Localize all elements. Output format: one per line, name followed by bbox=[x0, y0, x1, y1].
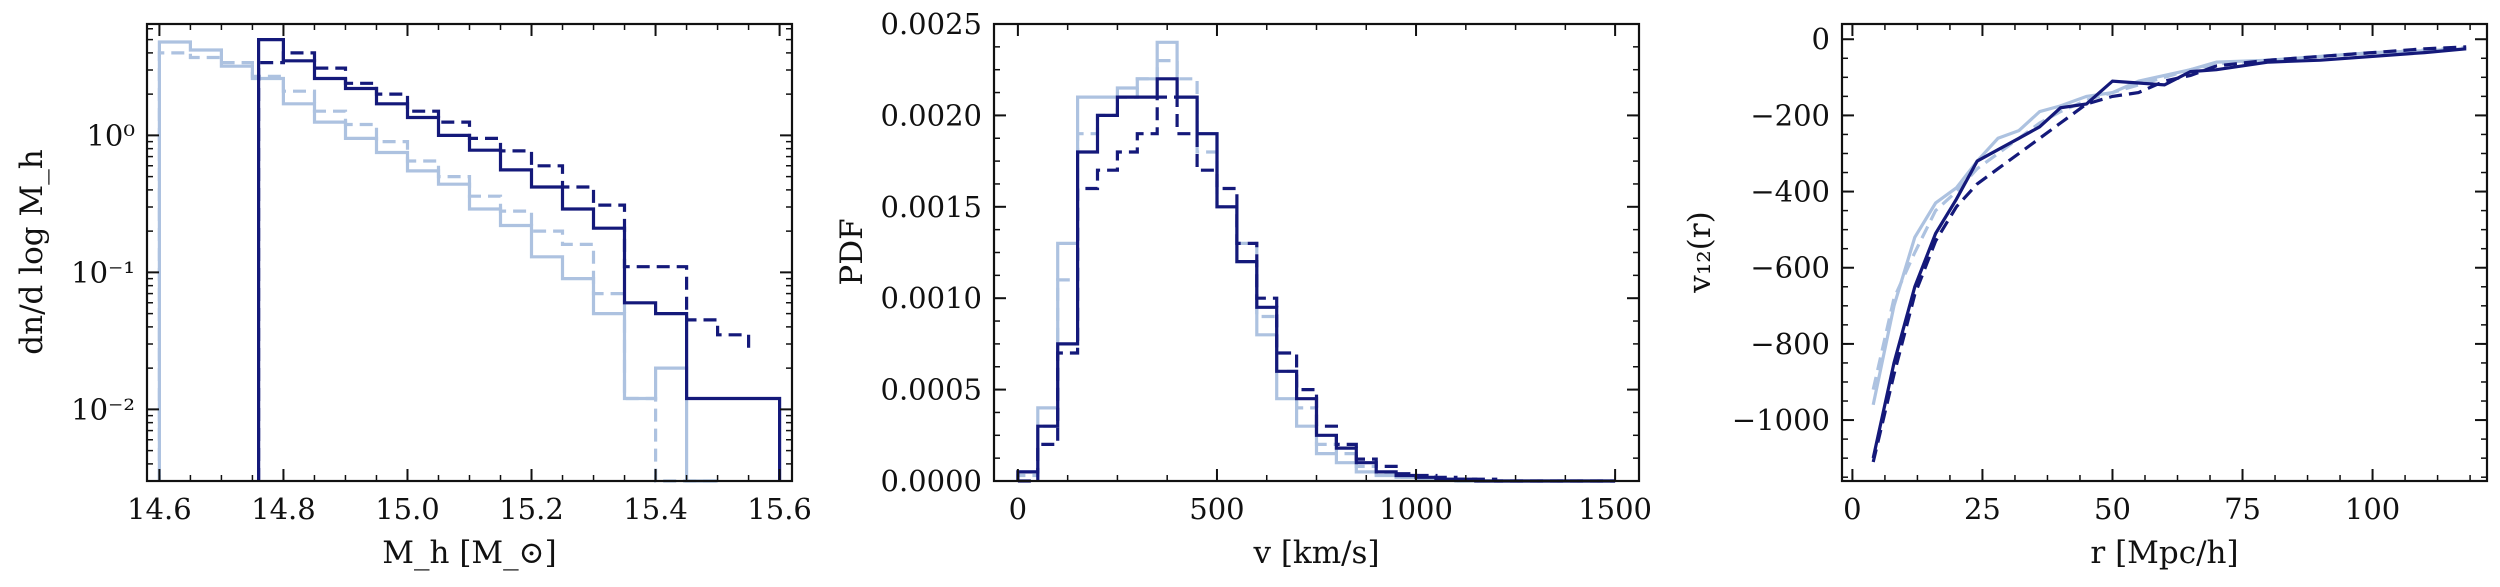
x-tick-label: 14.6 bbox=[127, 492, 192, 526]
x-tick-label: 100 bbox=[2345, 492, 2400, 526]
series-4-dashed-line bbox=[1871, 45, 2467, 463]
y-tick-label: −800 bbox=[1750, 327, 1830, 361]
velocity-pdf-y-tick-labels: 0.0000 0.0005 0.0010 0.0015 0.0020 0.0025 bbox=[881, 7, 982, 498]
y-tick-label: 0.0025 bbox=[881, 7, 982, 41]
panel-mass-function: 14.6 14.8 15.0 15.2 15.4 15.6 10⁻² 10⁻¹ 10⁰ M_h… bbox=[14, 22, 812, 571]
x-tick-label: 1000 bbox=[1379, 492, 1453, 526]
panel-pairwise-velocity: 0 25 50 75 100 −1000 −800 −600 −400 −200 0 r [Mpc… bbox=[1682, 22, 2489, 571]
y-tick-label: 0.0015 bbox=[881, 190, 982, 224]
pairwise-velocity-x-axis-label: r [Mpc/h] bbox=[2090, 535, 2238, 571]
x-tick-label: 1500 bbox=[1578, 492, 1652, 526]
y-tick-label: −400 bbox=[1750, 175, 1830, 209]
y-tick-label: 10⁻² bbox=[71, 392, 135, 426]
y-tick-label: 10⁰ bbox=[86, 118, 135, 152]
y-tick-label: 0.0020 bbox=[881, 98, 982, 132]
series-2-dashed-line bbox=[1871, 46, 2467, 390]
x-tick-label: 50 bbox=[2094, 492, 2131, 526]
y-tick-label: −200 bbox=[1750, 98, 1830, 132]
x-tick-label: 75 bbox=[2224, 492, 2261, 526]
mass-function-ticks bbox=[147, 24, 792, 482]
x-tick-label: 25 bbox=[1964, 492, 2001, 526]
x-tick-label: 500 bbox=[1189, 492, 1244, 526]
x-tick-label: 15.2 bbox=[499, 492, 564, 526]
panel-velocity-pdf: 0 500 1000 1500 0.00000.00050.00100.00150.0… bbox=[834, 7, 1652, 571]
x-tick-label: 0 bbox=[1009, 492, 1027, 526]
x-tick-label: 14.8 bbox=[251, 492, 316, 526]
velocity-pdf-y-axis-label: PDF bbox=[834, 218, 870, 285]
mass-function-histograms bbox=[157, 38, 782, 483]
y-tick-label: −600 bbox=[1750, 251, 1830, 285]
pairwise-velocity-x-tick-labels: 0 25 50 75 100 bbox=[1843, 492, 2400, 526]
mass-function-x-tick-labels: 14.6 14.8 15.0 15.2 15.4 15.6 bbox=[127, 492, 812, 526]
series-4-dashed-line bbox=[1017, 95, 1616, 483]
series-1-solid-line bbox=[157, 40, 718, 483]
pairwise-velocity-y-axis-label: v₁₂(r) bbox=[1682, 211, 1718, 293]
y-tick-label: 0.0000 bbox=[881, 464, 982, 498]
y-tick-label: 0.0010 bbox=[881, 281, 982, 315]
y-tick-label: 0 bbox=[1812, 22, 1830, 56]
series-3-solid-line bbox=[257, 38, 782, 481]
y-tick-label: 0.0005 bbox=[881, 373, 982, 407]
velocity-pdf-ticks bbox=[994, 23, 1639, 482]
x-tick-label: 15.0 bbox=[375, 492, 440, 526]
y-tick-label: −1000 bbox=[1732, 403, 1830, 437]
x-tick-label: 0 bbox=[1843, 492, 1861, 526]
mass-function-frame bbox=[145, 22, 794, 483]
series-2-dashed-line bbox=[157, 51, 718, 483]
pairwise-velocity-frame bbox=[1840, 22, 2489, 483]
pairwise-velocity-lines bbox=[1871, 45, 2467, 463]
y-tick-label: 10⁻¹ bbox=[71, 255, 135, 289]
series-4-dashed-line bbox=[257, 51, 751, 481]
pairwise-velocity-y-tick-labels: −1000 −800 −600 −400 −200 0 bbox=[1732, 22, 1830, 437]
x-tick-label: 15.6 bbox=[747, 492, 812, 526]
mass-function-y-tick-labels: 10⁻² 10⁻¹ 10⁰ bbox=[71, 118, 135, 426]
mass-function-y-axis-label: dn/d log M_h bbox=[14, 149, 50, 354]
velocity-pdf-x-tick-labels: 0 500 1000 1500 bbox=[1009, 492, 1652, 526]
mass-function-x-axis-label: M_h [M_⊙] bbox=[382, 535, 556, 571]
pairwise-velocity-ticks bbox=[1842, 24, 2487, 481]
velocity-pdf-x-axis-label: v [km/s] bbox=[1252, 535, 1379, 571]
velocity-pdf-histograms bbox=[1016, 40, 1616, 483]
series-1-solid-line bbox=[1871, 47, 2467, 406]
series-3-solid-line bbox=[1871, 47, 2467, 459]
x-tick-label: 15.4 bbox=[623, 492, 688, 526]
